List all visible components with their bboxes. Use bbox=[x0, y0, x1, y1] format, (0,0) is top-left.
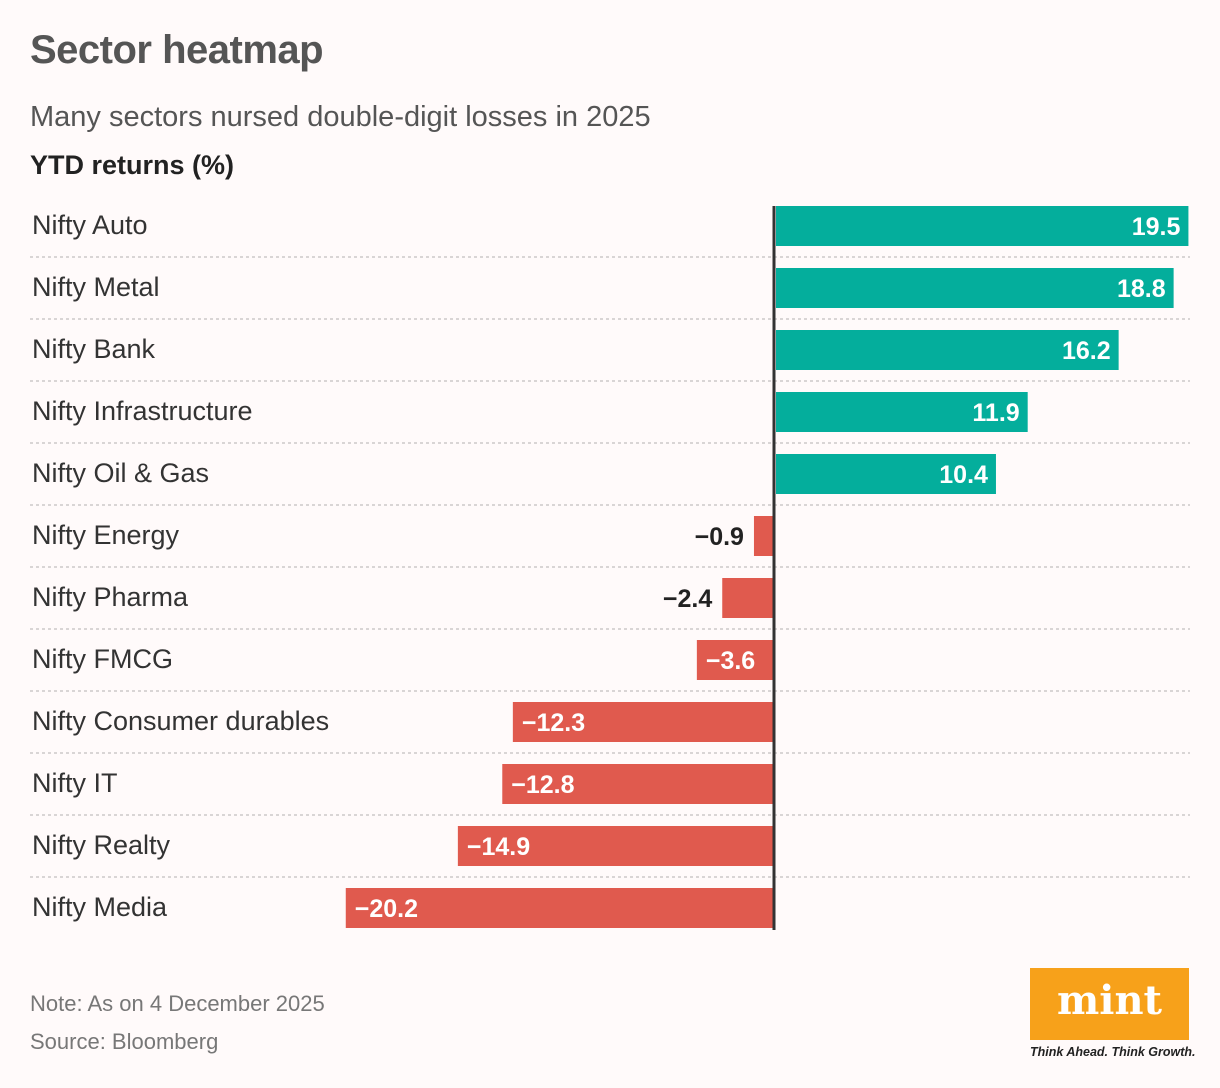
bar bbox=[776, 206, 1189, 246]
bar bbox=[502, 764, 773, 804]
bar bbox=[776, 330, 1119, 370]
source: Source: Bloomberg bbox=[30, 1029, 219, 1054]
bar bbox=[776, 268, 1174, 308]
category-label: Nifty Pharma bbox=[32, 582, 189, 612]
bar bbox=[696, 640, 773, 680]
data-label: 18.8 bbox=[1117, 275, 1166, 303]
category-label: Nifty Realty bbox=[32, 830, 171, 860]
data-label: −12.3 bbox=[522, 709, 585, 737]
category-label: Nifty Metal bbox=[32, 272, 160, 302]
bar bbox=[722, 578, 773, 618]
category-label: Nifty Media bbox=[32, 892, 168, 922]
mint-logo: mint bbox=[1030, 968, 1189, 1040]
category-label: Nifty Energy bbox=[32, 520, 180, 550]
data-label: −12.8 bbox=[511, 771, 574, 799]
data-label: 19.5 bbox=[1132, 213, 1181, 241]
note: Note: As on 4 December 2025 bbox=[30, 991, 325, 1016]
category-label: Nifty Auto bbox=[32, 210, 148, 240]
bar bbox=[512, 702, 773, 742]
category-label: Nifty Consumer durables bbox=[32, 706, 329, 736]
data-label: −0.9 bbox=[695, 523, 744, 551]
chart-subtitle: Many sectors nursed double-digit losses … bbox=[30, 101, 651, 133]
chart-title: Sector heatmap bbox=[30, 28, 324, 72]
category-label: Nifty Bank bbox=[32, 334, 156, 364]
bar bbox=[345, 888, 773, 928]
data-label: −20.2 bbox=[355, 895, 418, 923]
bar bbox=[776, 392, 1028, 432]
data-label: 16.2 bbox=[1062, 337, 1111, 365]
bar-chart: Nifty Auto 19.5 Nifty Metal 18.8 Nifty Bank 1… bbox=[30, 206, 1190, 930]
category-label: Nifty Oil & Gas bbox=[32, 458, 209, 488]
axis-label: YTD returns (%) bbox=[30, 150, 235, 180]
data-label: −3.6 bbox=[706, 647, 755, 675]
category-label: Nifty Infrastructure bbox=[32, 396, 253, 426]
category-label: Nifty FMCG bbox=[32, 644, 173, 674]
data-label: −14.9 bbox=[467, 833, 530, 861]
logo-tagline: Think Ahead. Think Growth. bbox=[1030, 1045, 1196, 1059]
bar bbox=[457, 826, 773, 866]
category-label: Nifty IT bbox=[32, 768, 118, 798]
bar bbox=[753, 516, 773, 556]
bar bbox=[776, 454, 996, 494]
data-label: 11.9 bbox=[972, 399, 1019, 427]
data-label: 10.4 bbox=[939, 461, 988, 489]
data-label: −2.4 bbox=[663, 585, 712, 613]
